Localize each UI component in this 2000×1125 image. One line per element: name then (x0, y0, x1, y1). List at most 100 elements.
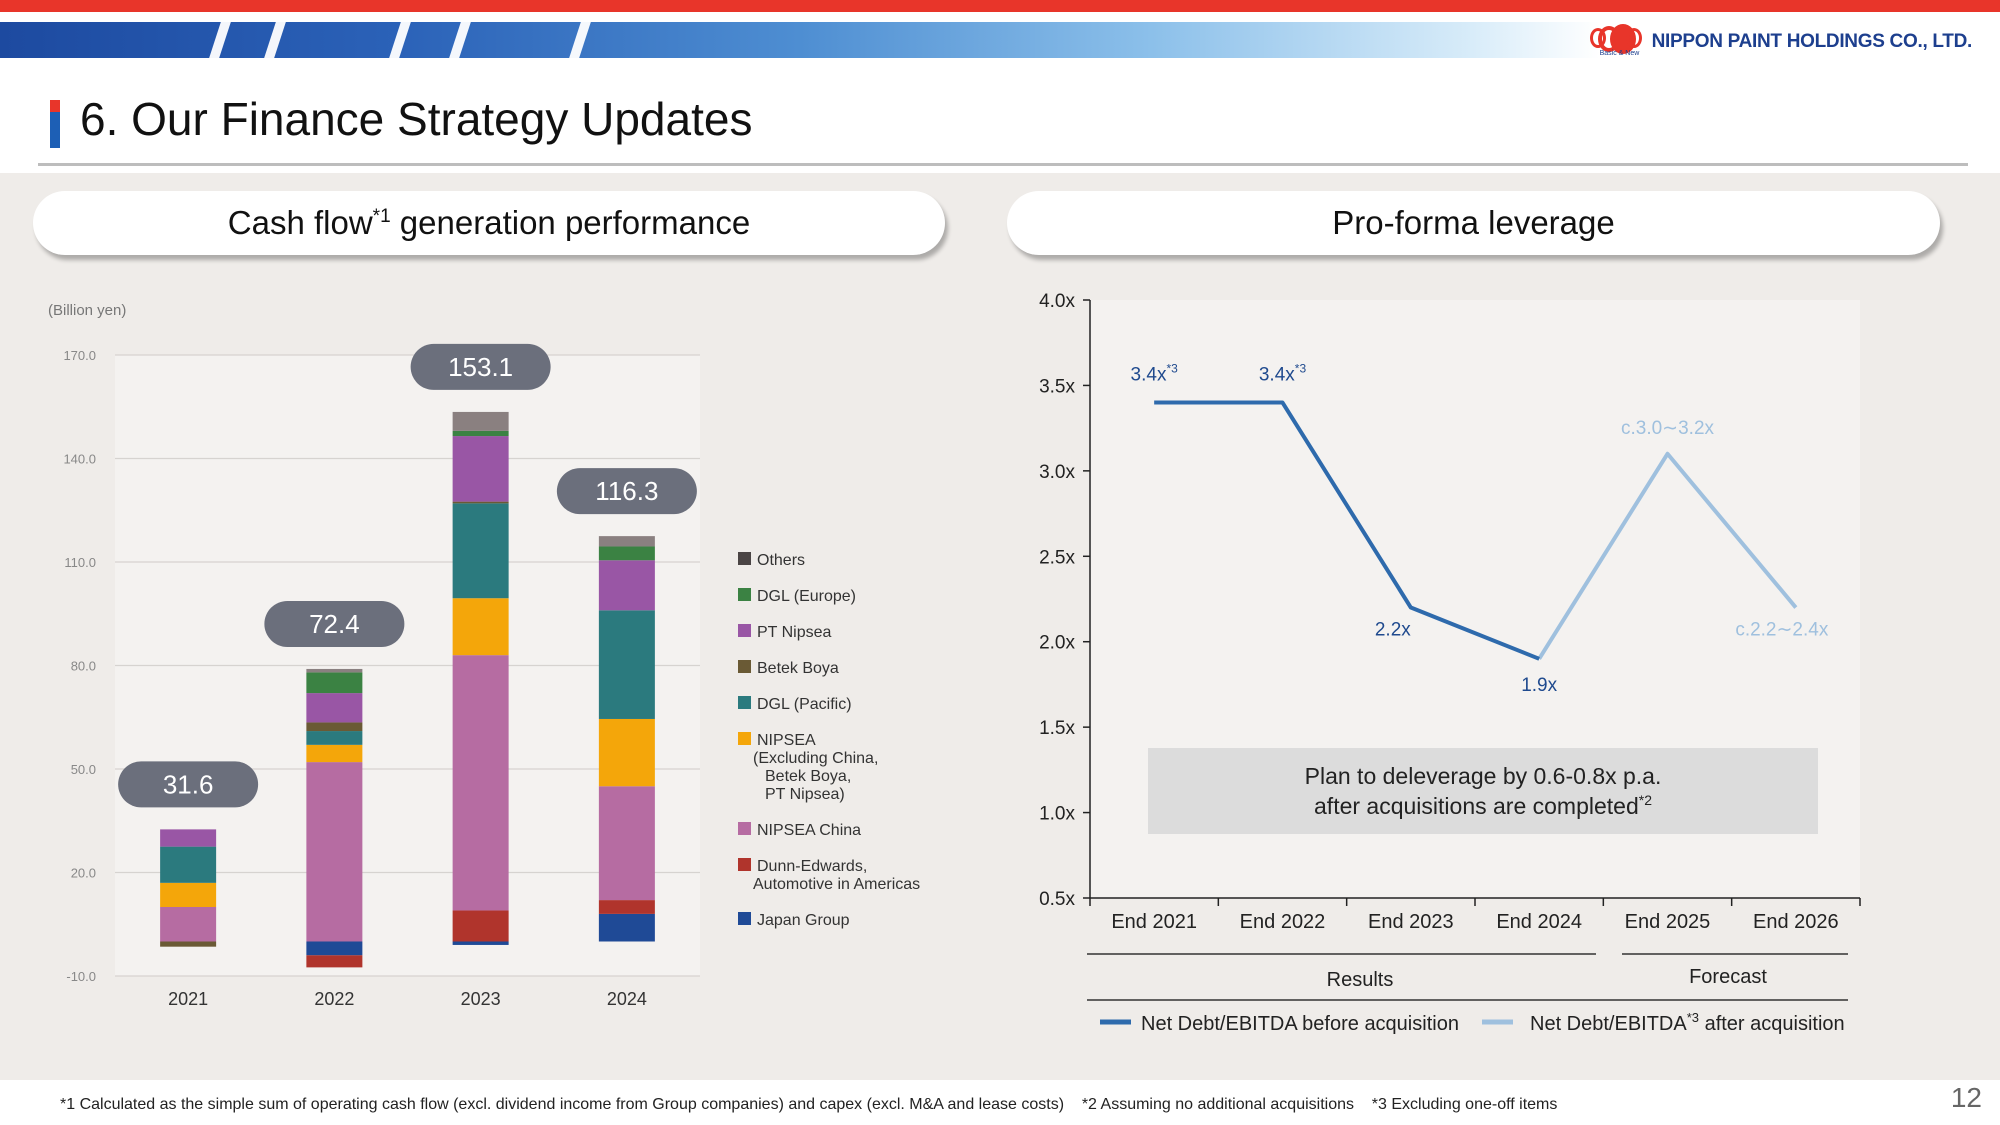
bar-segment-pt-nipsea-2023 (452, 436, 509, 502)
bar-segment-betek-boya-2023 (452, 501, 509, 504)
data-label: 2.2x (1375, 620, 1411, 641)
total-label-badge (410, 343, 551, 390)
data-label: 3.4x*3 (1259, 362, 1307, 386)
deleverage-note-box (1148, 748, 1818, 834)
y-tick-label: 0.5x (1039, 889, 1075, 910)
data-label: c.3.0∼3.2x (1621, 418, 1715, 439)
unit-label: (Billion yen) (48, 302, 126, 319)
bar-segment-nipsea-china-2022 (306, 762, 363, 942)
legend-swatch-pt-nipsea (738, 624, 751, 637)
y-tick-label: 110.0 (64, 555, 96, 570)
footnote-3: *3 Excluding one-off items (1371, 1096, 1558, 1113)
legend-label-betek-boya: Betek Boya (757, 660, 839, 677)
legend-label-japan-group: Japan Group (757, 912, 850, 929)
top-red-stripe (0, 0, 2000, 12)
legend-label-pt-nipsea: PT Nipsea (757, 624, 832, 641)
line-net-debt-ebitda-after-acquisition (1537, 451, 1798, 660)
logo-mark-icon (1589, 24, 1646, 54)
company-tagline: Basic & New (1599, 50, 1640, 57)
bar-segment-others-2022 (306, 668, 363, 673)
bar-segment-betek-boya-2021 (160, 941, 217, 947)
legend-label-before: Net Debt/EBITDA before acquisition (1141, 1013, 1459, 1035)
cash-flow-heading: Cash flow*1 generation performance (33, 191, 945, 255)
y-tick-label: 3.0x (1039, 462, 1075, 483)
legend-label-nipsea: PT Nipsea) (765, 786, 845, 803)
bar-segment-dgl-pacific-2024 (598, 610, 655, 719)
data-label: 1.9x (1521, 675, 1557, 696)
cash-flow-bar-chart: (Billion yen) -10.0 20.0 50.0 80.0 110.0 140.0… (48, 302, 920, 1009)
title-divider (38, 163, 1968, 166)
y-tick-label: 140.0 (63, 452, 96, 467)
total-label-badge (556, 468, 697, 515)
legend-label-nipsea-china: NIPSEA China (757, 822, 861, 839)
legend-label-dunn-edwards: Dunn-Edwards, (757, 858, 867, 875)
y-tick-label: 1.0x (1039, 804, 1075, 825)
bar-segment-nipsea-excluding-china-betek-boya-pt-nipsea-2023 (452, 598, 509, 656)
total-label-badge (118, 761, 259, 808)
leverage-heading-text: Pro-forma leverage (1332, 204, 1615, 241)
bar-segment-dgl-pacific-2023 (452, 503, 509, 599)
bar-segment-japan-group-2022 (306, 941, 363, 956)
legend-swatch-others (738, 552, 751, 565)
legend-label-others: Others (757, 552, 805, 569)
bar-segment-dgl-europe-2024 (598, 546, 655, 561)
footnotes: *1 Calculated as the simple sum of opera… (60, 1096, 1557, 1114)
bar-segment-betek-boya-2022 (306, 722, 363, 732)
y-tick-label: 4.0x (1039, 291, 1075, 312)
x-tick-label: End 2022 (1240, 911, 1326, 933)
y-tick-label: 2.0x (1039, 633, 1075, 654)
y-tick-label: 1.5x (1039, 718, 1075, 739)
x-tick-label: 2022 (314, 989, 354, 1009)
company-logo: NIPPON PAINT HOLDINGS CO., LTD. Basic & … (1589, 24, 1973, 64)
total-label-badge (264, 600, 405, 647)
page-title: 6. Our Finance Strategy Updates (80, 93, 753, 145)
footnote-1: *1 Calculated as the simple sum of opera… (60, 1096, 1065, 1113)
x-tick-label: End 2024 (1496, 911, 1582, 933)
legend-swatch-dgl-pacific (738, 696, 751, 709)
bar-segment-dgl-europe-2023 (452, 430, 509, 437)
y-tick-label: 3.5x (1039, 376, 1075, 397)
title-accent-bar (50, 100, 60, 148)
x-tick-label: End 2025 (1625, 911, 1711, 933)
bar-segment-dunn-edwards-automotive-in-americas-2024 (598, 900, 655, 914)
company-name: NIPPON PAINT HOLDINGS CO., LTD. (1651, 31, 1973, 52)
y-tick-label: 170.0 (63, 348, 96, 363)
bar-segment-nipsea-excluding-china-betek-boya-pt-nipsea-2021 (160, 882, 217, 907)
bar-segment-dgl-pacific-2022 (306, 731, 363, 745)
legend-swatch-japan-group (738, 912, 751, 925)
legend-label-after: Net Debt/EBITDA*3 after acquisition (1530, 1010, 1845, 1035)
total-label: 31.6 (163, 769, 214, 799)
leverage-heading: Pro-forma leverage (1007, 191, 1940, 255)
data-label: 3.4x*3 (1131, 362, 1179, 386)
leverage-line-chart: 0.5x 1.0x 1.5x 2.0x 2.5x 3.0x 3.5x 4.0x End 2021… (1039, 291, 1861, 1035)
y-tick-label: -10.0 (66, 969, 96, 984)
legend-label-nipsea: (Excluding China, (753, 750, 878, 767)
legend-swatch-nipsea-china (738, 822, 751, 835)
bar-segment-dunn-edwards-automotive-in-americas-2022 (306, 955, 363, 968)
y-tick-label: 2.5x (1039, 547, 1075, 568)
total-label: 72.4 (309, 609, 360, 639)
legend-label-dgl-pacific: DGL (Pacific) (757, 696, 852, 713)
legend-label-dunn-edwards: Automotive in Americas (753, 876, 920, 893)
bar-segment-japan-group-2024 (598, 913, 655, 942)
bar-segment-pt-nipsea-2021 (160, 829, 217, 847)
x-tick-label: 2023 (461, 989, 501, 1009)
bar-segment-nipsea-excluding-china-betek-boya-pt-nipsea-2024 (598, 718, 655, 787)
legend-swatch-dgl-europe (738, 588, 751, 601)
deleverage-note-line1: Plan to deleverage by 0.6-0.8x p.a. (1305, 763, 1662, 789)
bar-segment-nipsea-china-2023 (452, 655, 509, 911)
legend-swatch-dunn-edwards (738, 858, 751, 871)
page-number: 12 (1950, 1082, 1982, 1113)
x-tick-label: End 2023 (1368, 911, 1454, 933)
line-net-debt-ebitda-before-acquisition (1154, 400, 1540, 661)
legend-label-dgl-europe: DGL (Europe) (757, 588, 856, 605)
bar-segment-dunn-edwards-automotive-in-americas-2023 (452, 910, 509, 942)
bar-segment-others-2024 (598, 536, 655, 547)
deleverage-note-line2: after acquisitions are completed*2 (1314, 792, 1652, 819)
legend-label-nipsea: NIPSEA (757, 732, 816, 749)
bar-segment-others-2023 (452, 411, 509, 431)
total-label: 116.3 (595, 476, 658, 506)
y-tick-label: 80.0 (71, 659, 96, 674)
header-gradient-band (0, 22, 1600, 58)
bar-segment-pt-nipsea-2022 (306, 693, 363, 723)
